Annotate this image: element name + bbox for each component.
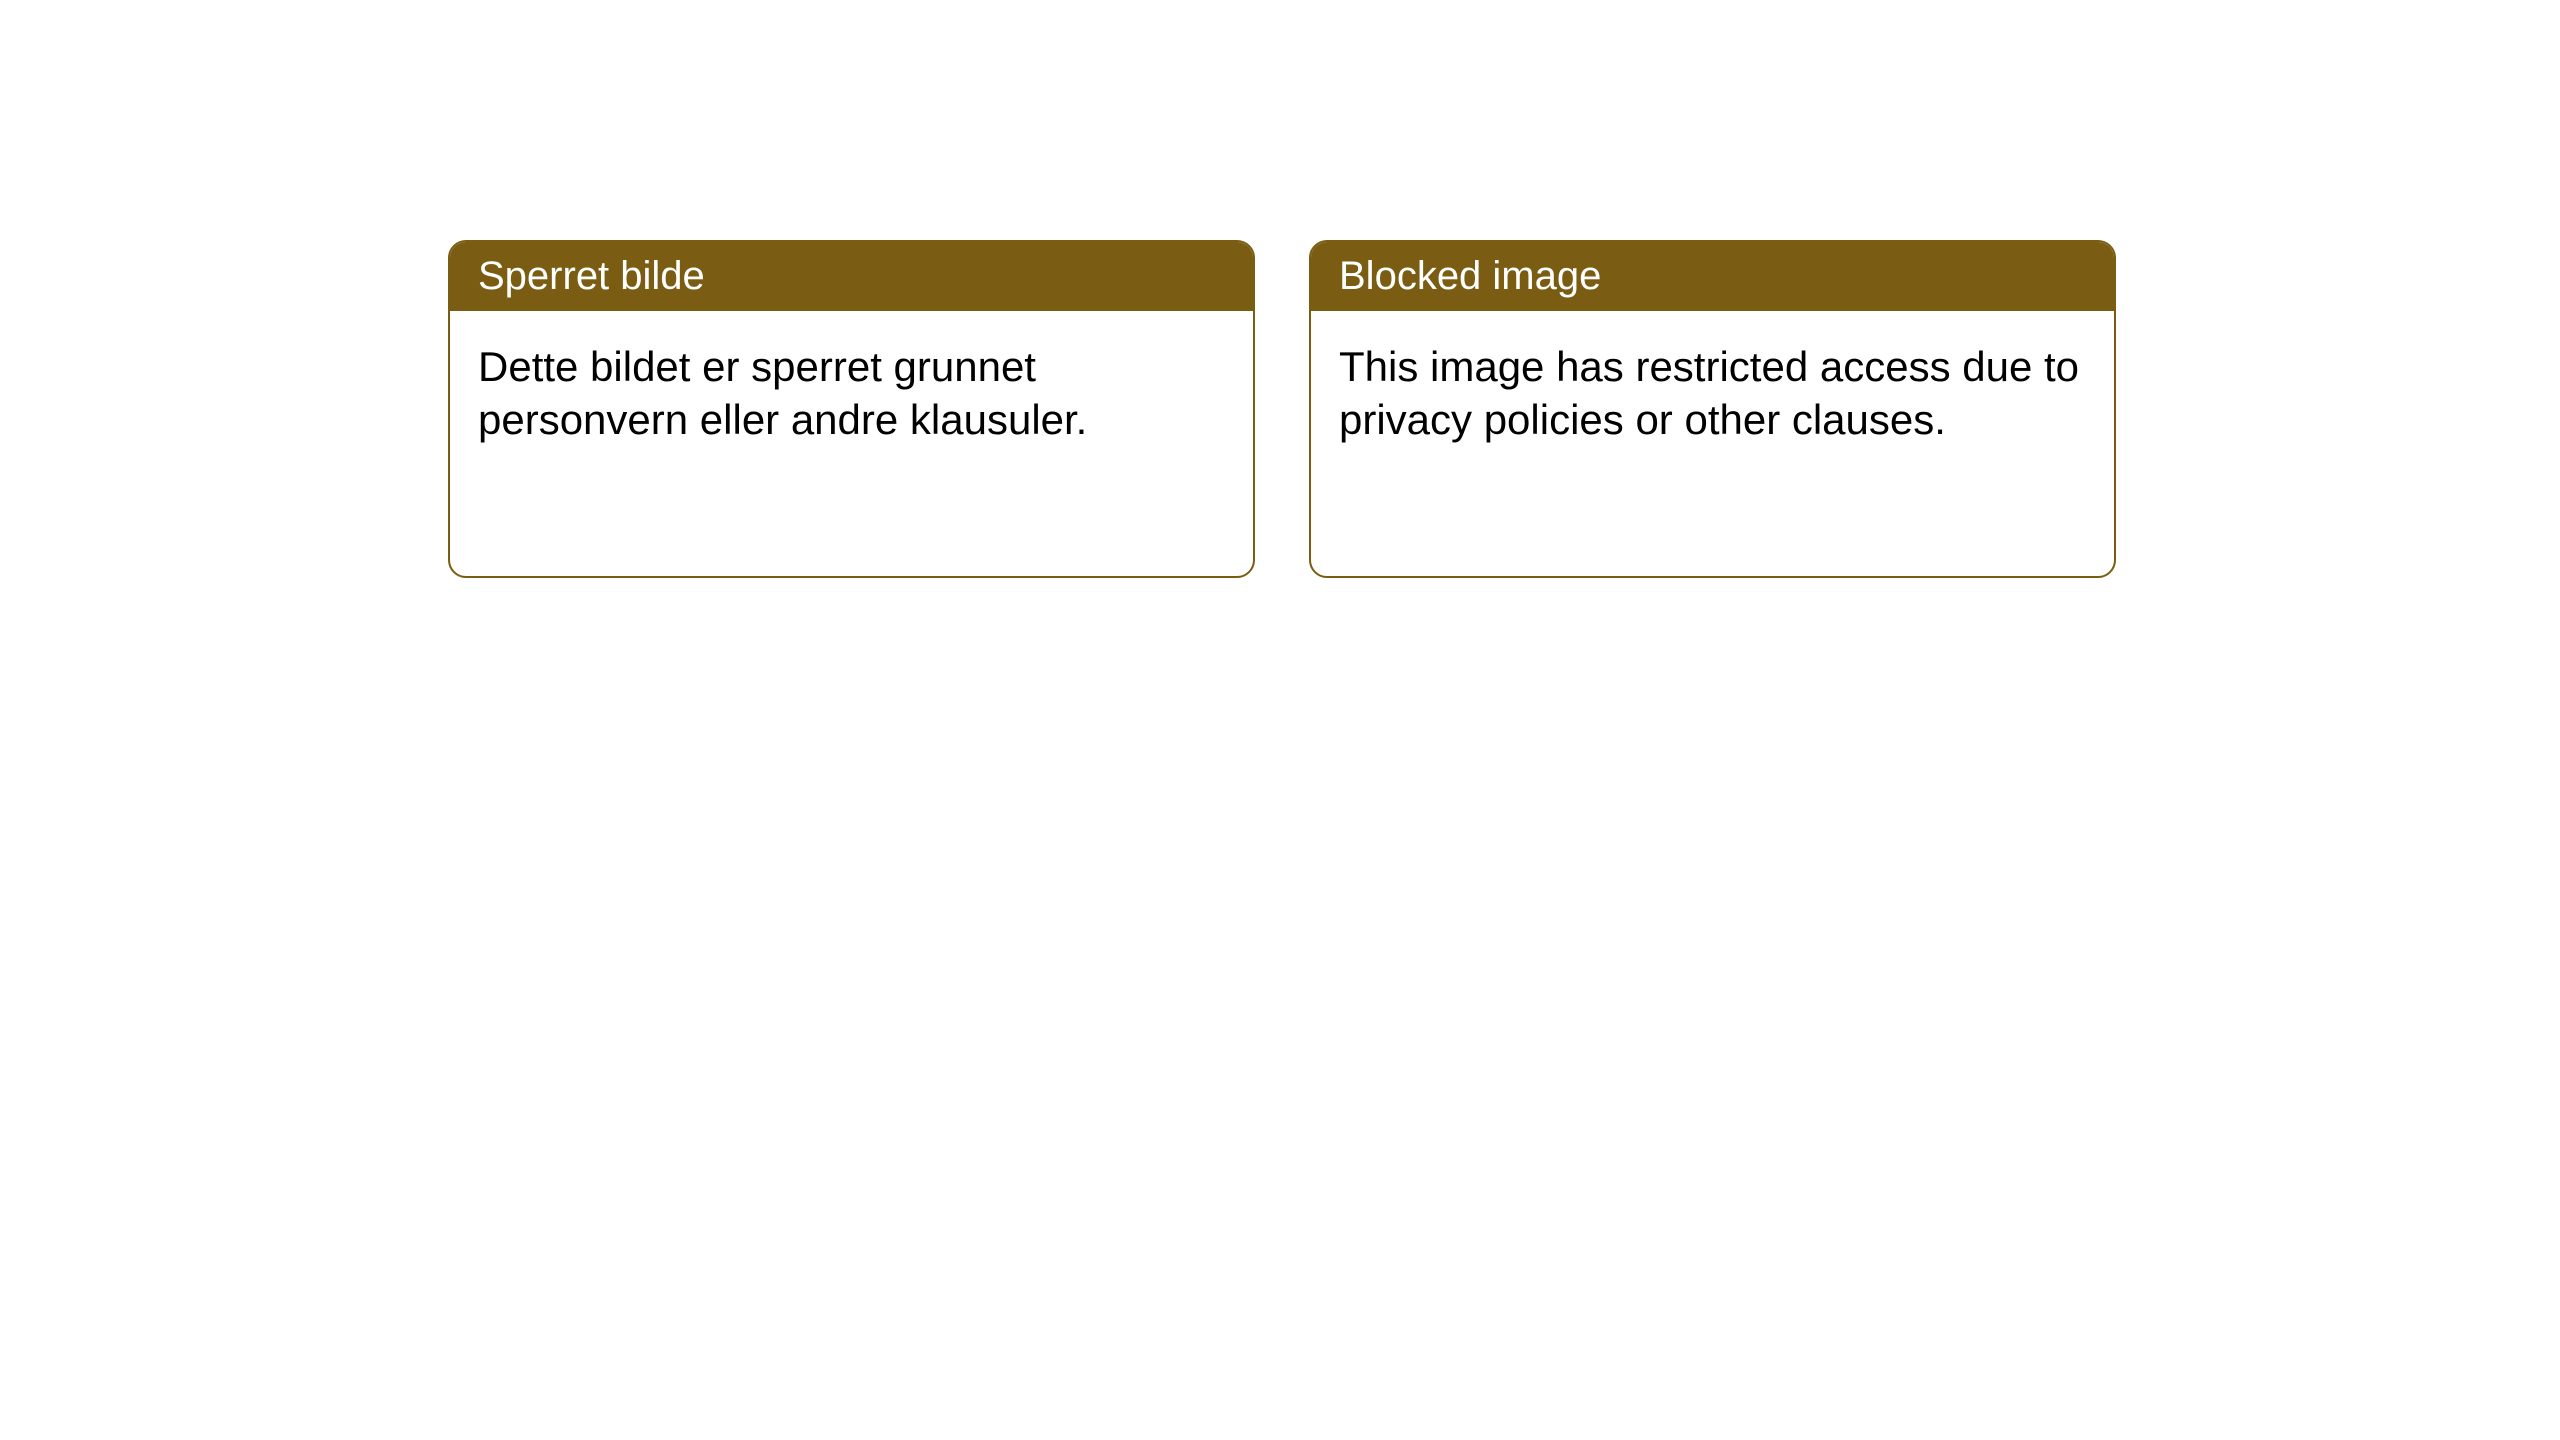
notice-container: Sperret bilde Dette bildet er sperret gr… (0, 0, 2560, 578)
card-header: Blocked image (1311, 242, 2114, 311)
card-body: Dette bildet er sperret grunnet personve… (450, 311, 1253, 476)
card-header: Sperret bilde (450, 242, 1253, 311)
blocked-image-card-no: Sperret bilde Dette bildet er sperret gr… (448, 240, 1255, 578)
blocked-image-card-en: Blocked image This image has restricted … (1309, 240, 2116, 578)
card-body: This image has restricted access due to … (1311, 311, 2114, 476)
